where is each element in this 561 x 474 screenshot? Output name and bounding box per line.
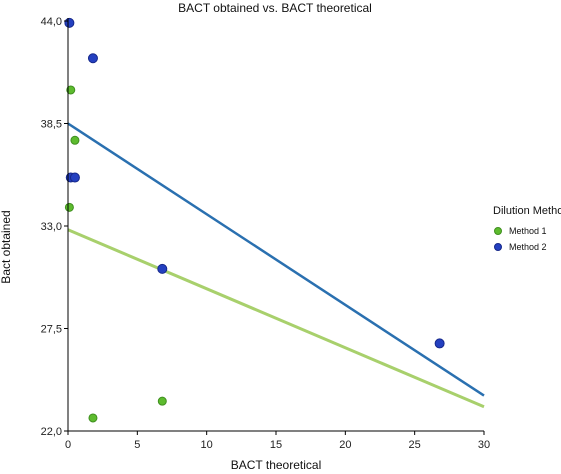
x-axis-title: BACT theoretical: [231, 458, 322, 472]
data-points: [64, 17, 445, 423]
x-tick-label: 15: [270, 439, 282, 451]
y-tick-label: 44,0: [41, 16, 62, 28]
x-axis-ticks: 0 5 10 15 20 25 30: [65, 431, 490, 451]
legend-label-method-2: Method 2: [509, 242, 547, 252]
legend-title: Dilution Method: [493, 205, 561, 217]
legend-marker-method-1: [494, 227, 502, 235]
x-tick-label: 0: [65, 439, 71, 451]
legend-label-method-1: Method 1: [509, 226, 547, 236]
x-tick-label: 20: [339, 439, 351, 451]
chart-title: BACT obtained vs. BACT theoretical: [178, 1, 372, 15]
y-tick-label: 22,0: [41, 426, 62, 438]
trend-line-method-1: [67, 228, 485, 409]
data-point-method-2: [87, 53, 98, 64]
data-point-method-2: [64, 17, 75, 28]
data-point-method-2: [157, 263, 168, 274]
data-point-method-1: [66, 85, 76, 95]
data-point-method-2: [69, 172, 80, 183]
x-tick-label: 30: [478, 439, 490, 451]
y-axis-title: Bact obtained: [0, 210, 13, 283]
y-axis-ticks: 22,0 27,5 33,0 38,5 44,0: [41, 16, 68, 438]
data-point-method-1: [157, 396, 167, 406]
x-tick-label: 5: [134, 439, 140, 451]
y-tick-label: 38,5: [41, 119, 62, 131]
x-tick-label: 25: [409, 439, 421, 451]
legend-marker-method-2: [494, 243, 502, 251]
legend-items: Method 1 Method 2: [494, 226, 547, 252]
legend: Dilution Method Method 1 Method 2: [493, 205, 561, 252]
y-tick-label: 27,5: [41, 324, 62, 336]
data-point-method-1: [70, 135, 80, 145]
data-point-method-2: [434, 338, 445, 349]
data-point-method-1: [88, 413, 98, 423]
trend-lines: [67, 122, 485, 409]
trend-line-method-2: [67, 122, 485, 397]
data-point-method-1: [64, 202, 74, 212]
x-tick-label: 10: [201, 439, 213, 451]
y-tick-label: 33,0: [41, 221, 62, 233]
